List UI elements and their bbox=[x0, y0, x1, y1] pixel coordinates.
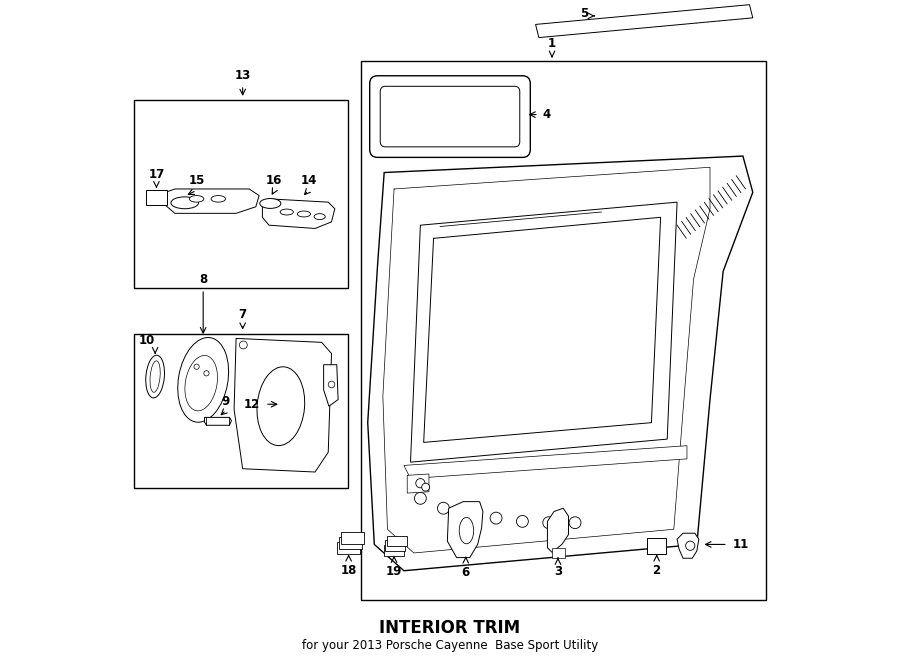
Bar bbox=[361, 61, 766, 600]
Polygon shape bbox=[447, 502, 483, 558]
Ellipse shape bbox=[297, 211, 310, 217]
Polygon shape bbox=[263, 199, 335, 229]
Circle shape bbox=[203, 371, 209, 376]
Bar bbox=[134, 100, 348, 288]
Text: 5: 5 bbox=[580, 7, 589, 20]
Circle shape bbox=[304, 403, 310, 408]
Circle shape bbox=[491, 512, 502, 524]
Polygon shape bbox=[283, 398, 320, 413]
Polygon shape bbox=[337, 543, 361, 555]
Text: 4: 4 bbox=[542, 108, 551, 121]
Text: 9: 9 bbox=[221, 395, 230, 408]
Circle shape bbox=[194, 364, 199, 369]
Circle shape bbox=[416, 479, 425, 488]
Text: 15: 15 bbox=[188, 174, 205, 187]
Circle shape bbox=[422, 483, 429, 491]
Polygon shape bbox=[341, 532, 365, 544]
Circle shape bbox=[415, 492, 427, 504]
Ellipse shape bbox=[314, 214, 325, 219]
Polygon shape bbox=[324, 365, 338, 407]
Text: INTERIOR TRIM: INTERIOR TRIM bbox=[380, 619, 520, 637]
Polygon shape bbox=[677, 533, 698, 559]
Polygon shape bbox=[536, 5, 752, 38]
Circle shape bbox=[543, 517, 554, 529]
Polygon shape bbox=[404, 446, 687, 479]
Ellipse shape bbox=[150, 361, 160, 393]
Polygon shape bbox=[166, 189, 259, 214]
Circle shape bbox=[239, 341, 248, 349]
Polygon shape bbox=[388, 536, 407, 547]
Text: 2: 2 bbox=[652, 564, 661, 577]
Polygon shape bbox=[368, 156, 752, 570]
Circle shape bbox=[464, 509, 476, 521]
Circle shape bbox=[569, 517, 581, 529]
Ellipse shape bbox=[189, 196, 203, 202]
Text: 13: 13 bbox=[235, 69, 251, 82]
Ellipse shape bbox=[177, 338, 229, 422]
Circle shape bbox=[437, 502, 449, 514]
Polygon shape bbox=[410, 202, 677, 462]
Ellipse shape bbox=[459, 518, 473, 544]
Ellipse shape bbox=[212, 196, 226, 202]
Polygon shape bbox=[547, 508, 569, 553]
Text: 7: 7 bbox=[238, 307, 247, 321]
Bar bbox=[647, 539, 666, 555]
Text: for your 2013 Porsche Cayenne  Base Sport Utility: for your 2013 Porsche Cayenne Base Sport… bbox=[302, 639, 598, 652]
Polygon shape bbox=[338, 537, 363, 549]
Text: 1: 1 bbox=[548, 37, 556, 50]
Bar bbox=[134, 334, 348, 488]
Polygon shape bbox=[204, 417, 231, 425]
Text: 19: 19 bbox=[386, 565, 402, 578]
Ellipse shape bbox=[260, 198, 281, 208]
Text: 14: 14 bbox=[301, 174, 317, 187]
Text: 6: 6 bbox=[462, 566, 470, 579]
Text: 11: 11 bbox=[733, 538, 750, 551]
Text: 8: 8 bbox=[199, 273, 207, 286]
Ellipse shape bbox=[171, 197, 199, 209]
Ellipse shape bbox=[146, 355, 165, 398]
Bar bbox=[146, 190, 167, 206]
Bar bbox=[552, 548, 565, 558]
Text: 12: 12 bbox=[244, 398, 260, 410]
Polygon shape bbox=[234, 338, 331, 472]
FancyBboxPatch shape bbox=[370, 76, 530, 157]
Text: 3: 3 bbox=[554, 565, 562, 578]
Circle shape bbox=[328, 381, 335, 388]
Ellipse shape bbox=[257, 367, 305, 446]
Ellipse shape bbox=[184, 356, 218, 411]
Text: 10: 10 bbox=[140, 334, 156, 347]
Ellipse shape bbox=[280, 209, 293, 215]
FancyBboxPatch shape bbox=[380, 87, 520, 147]
Circle shape bbox=[686, 541, 695, 551]
Polygon shape bbox=[385, 541, 405, 551]
Text: 16: 16 bbox=[266, 174, 283, 187]
Polygon shape bbox=[384, 545, 404, 556]
Circle shape bbox=[517, 516, 528, 527]
Polygon shape bbox=[407, 474, 429, 493]
Text: 17: 17 bbox=[148, 168, 165, 181]
Text: 18: 18 bbox=[340, 564, 356, 577]
